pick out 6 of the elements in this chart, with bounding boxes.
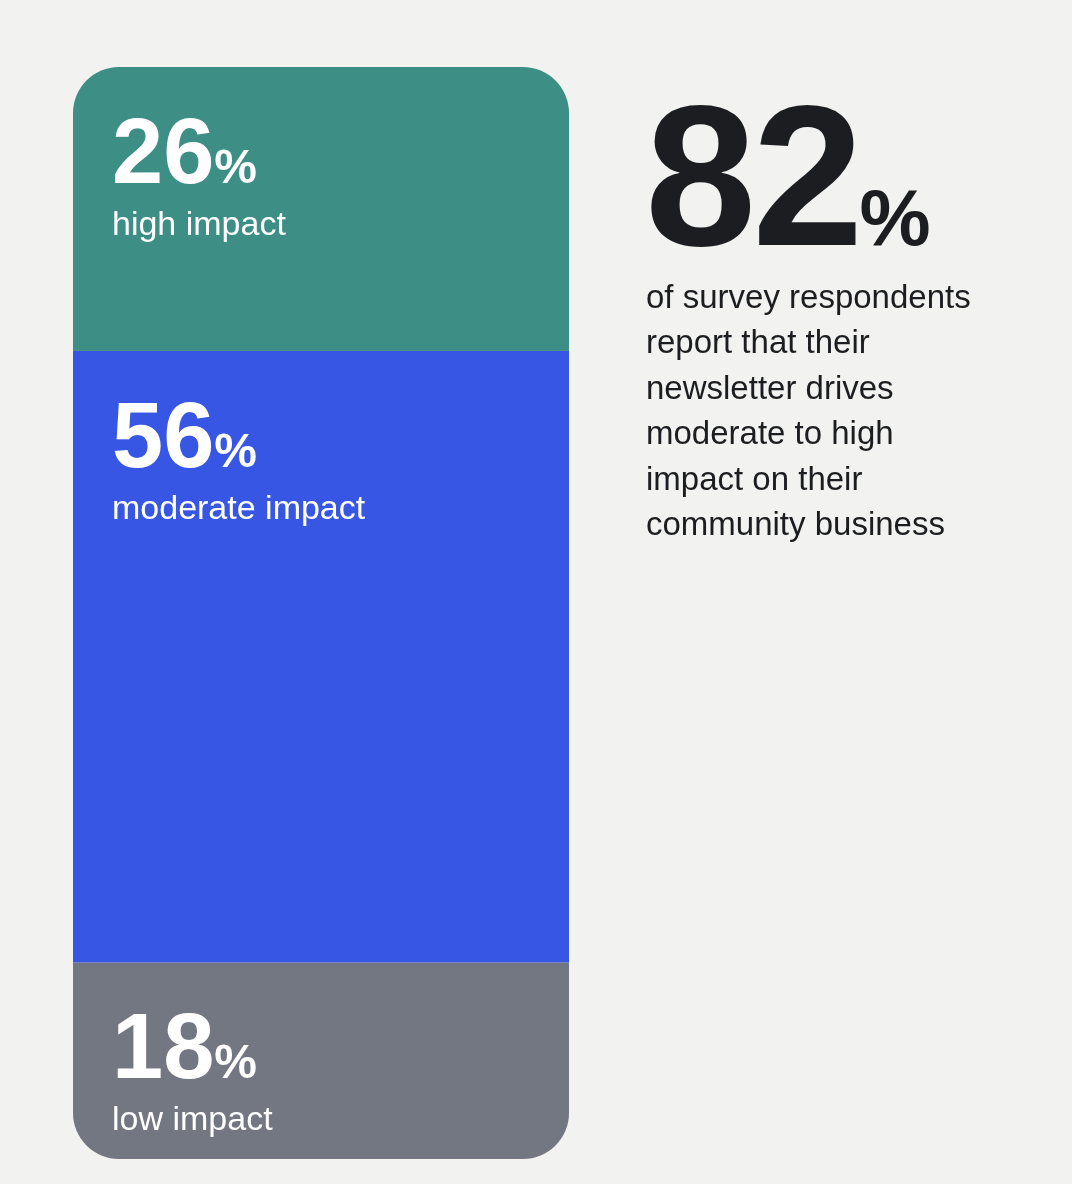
data-label: 26% <box>112 100 258 202</box>
series-label: high impact <box>112 204 287 242</box>
series-label: low impact <box>112 1099 274 1138</box>
data-label: 18% <box>112 995 258 1098</box>
data-label: 56% <box>112 383 258 486</box>
series-label: moderate impact <box>112 487 366 526</box>
